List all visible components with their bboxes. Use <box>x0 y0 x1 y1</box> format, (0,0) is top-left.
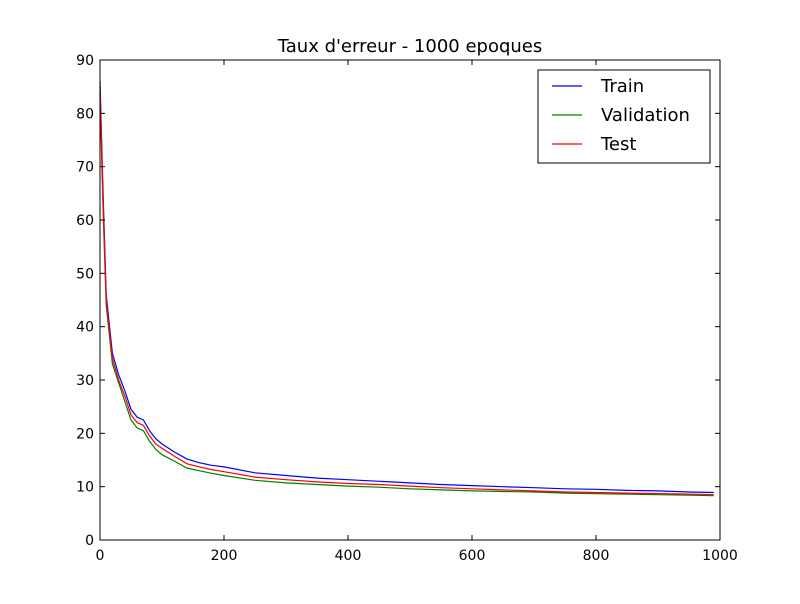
y-tick-label: 90 <box>76 53 94 69</box>
x-tick-label: 400 <box>335 548 362 564</box>
series-line-validation <box>99 91 714 497</box>
axes-frame <box>99 59 721 541</box>
series-line-test <box>99 86 714 496</box>
chart-title: Taux d'erreur - 1000 epoques <box>277 36 543 57</box>
y-tick-label: 20 <box>76 426 94 442</box>
y-tick-label: 50 <box>76 266 94 282</box>
y-tick-label: 40 <box>76 320 94 336</box>
legend-label-validation: Validation <box>601 105 690 126</box>
x-tick-label: 800 <box>583 548 610 564</box>
x-tick-label: 1000 <box>702 548 738 564</box>
series-line-train <box>99 81 714 494</box>
axes-layer: 0 200 400 600 800 1000 0 10 20 30 40 50 60 70 80 90 <box>76 53 738 564</box>
y-tick-label: 60 <box>76 213 94 229</box>
x-tick-label: 200 <box>211 548 238 564</box>
legend: Train Validation Test <box>537 69 711 164</box>
y-tick-label: 70 <box>76 160 94 176</box>
x-tick-label: 0 <box>96 548 105 564</box>
x-tick-label: 600 <box>459 548 486 564</box>
y-tick-label: 30 <box>76 373 94 389</box>
y-tick-label: 10 <box>76 480 94 496</box>
legend-label-test: Test <box>600 134 636 155</box>
y-tick-label: 80 <box>76 106 94 122</box>
legend-label-train: Train <box>600 76 644 97</box>
y-tick-label: 0 <box>85 533 94 549</box>
plot-layer <box>99 81 714 497</box>
